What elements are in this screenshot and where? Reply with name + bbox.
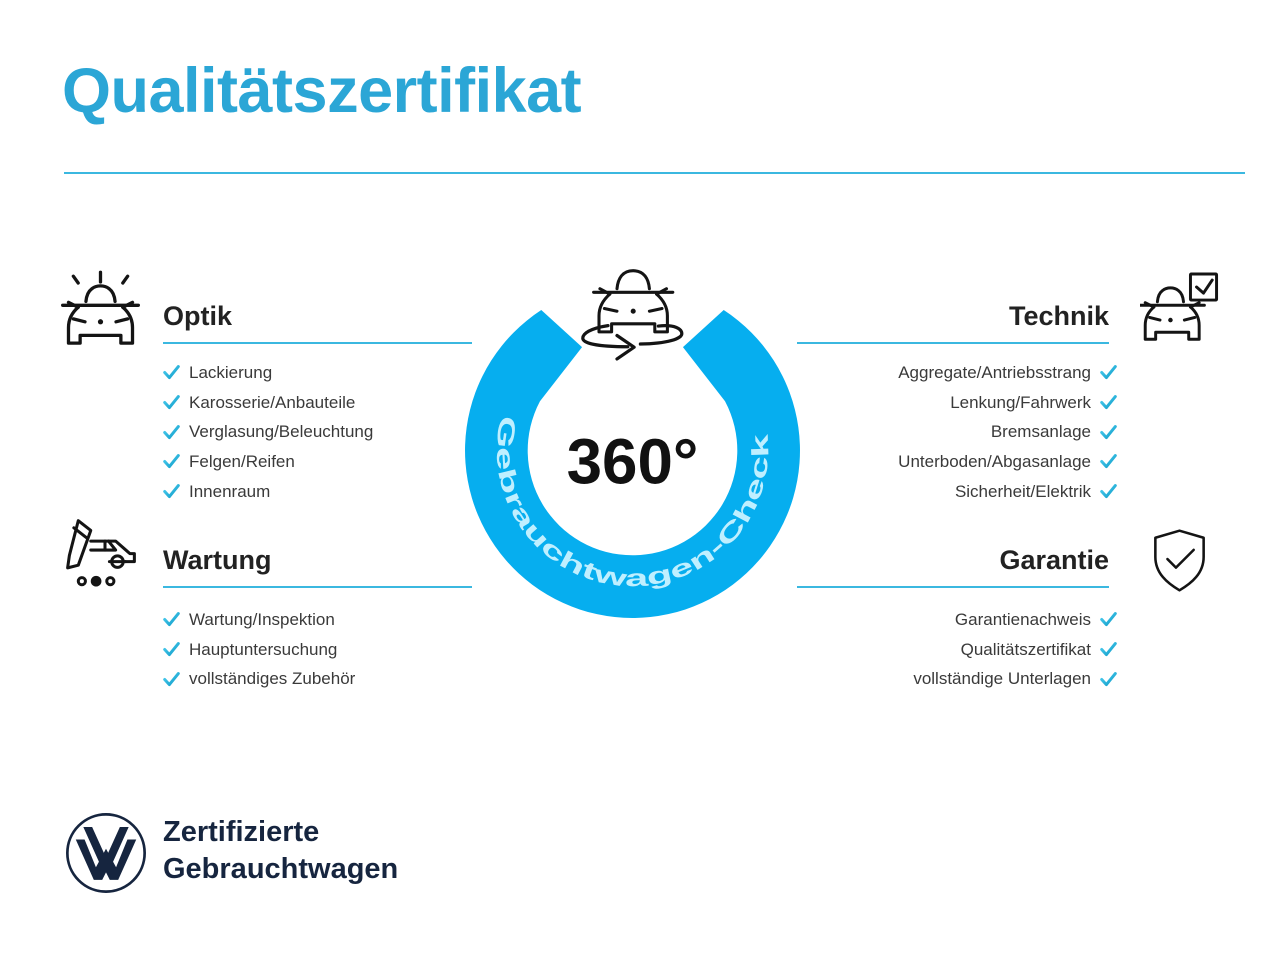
svg-text:360°: 360° xyxy=(567,426,699,497)
